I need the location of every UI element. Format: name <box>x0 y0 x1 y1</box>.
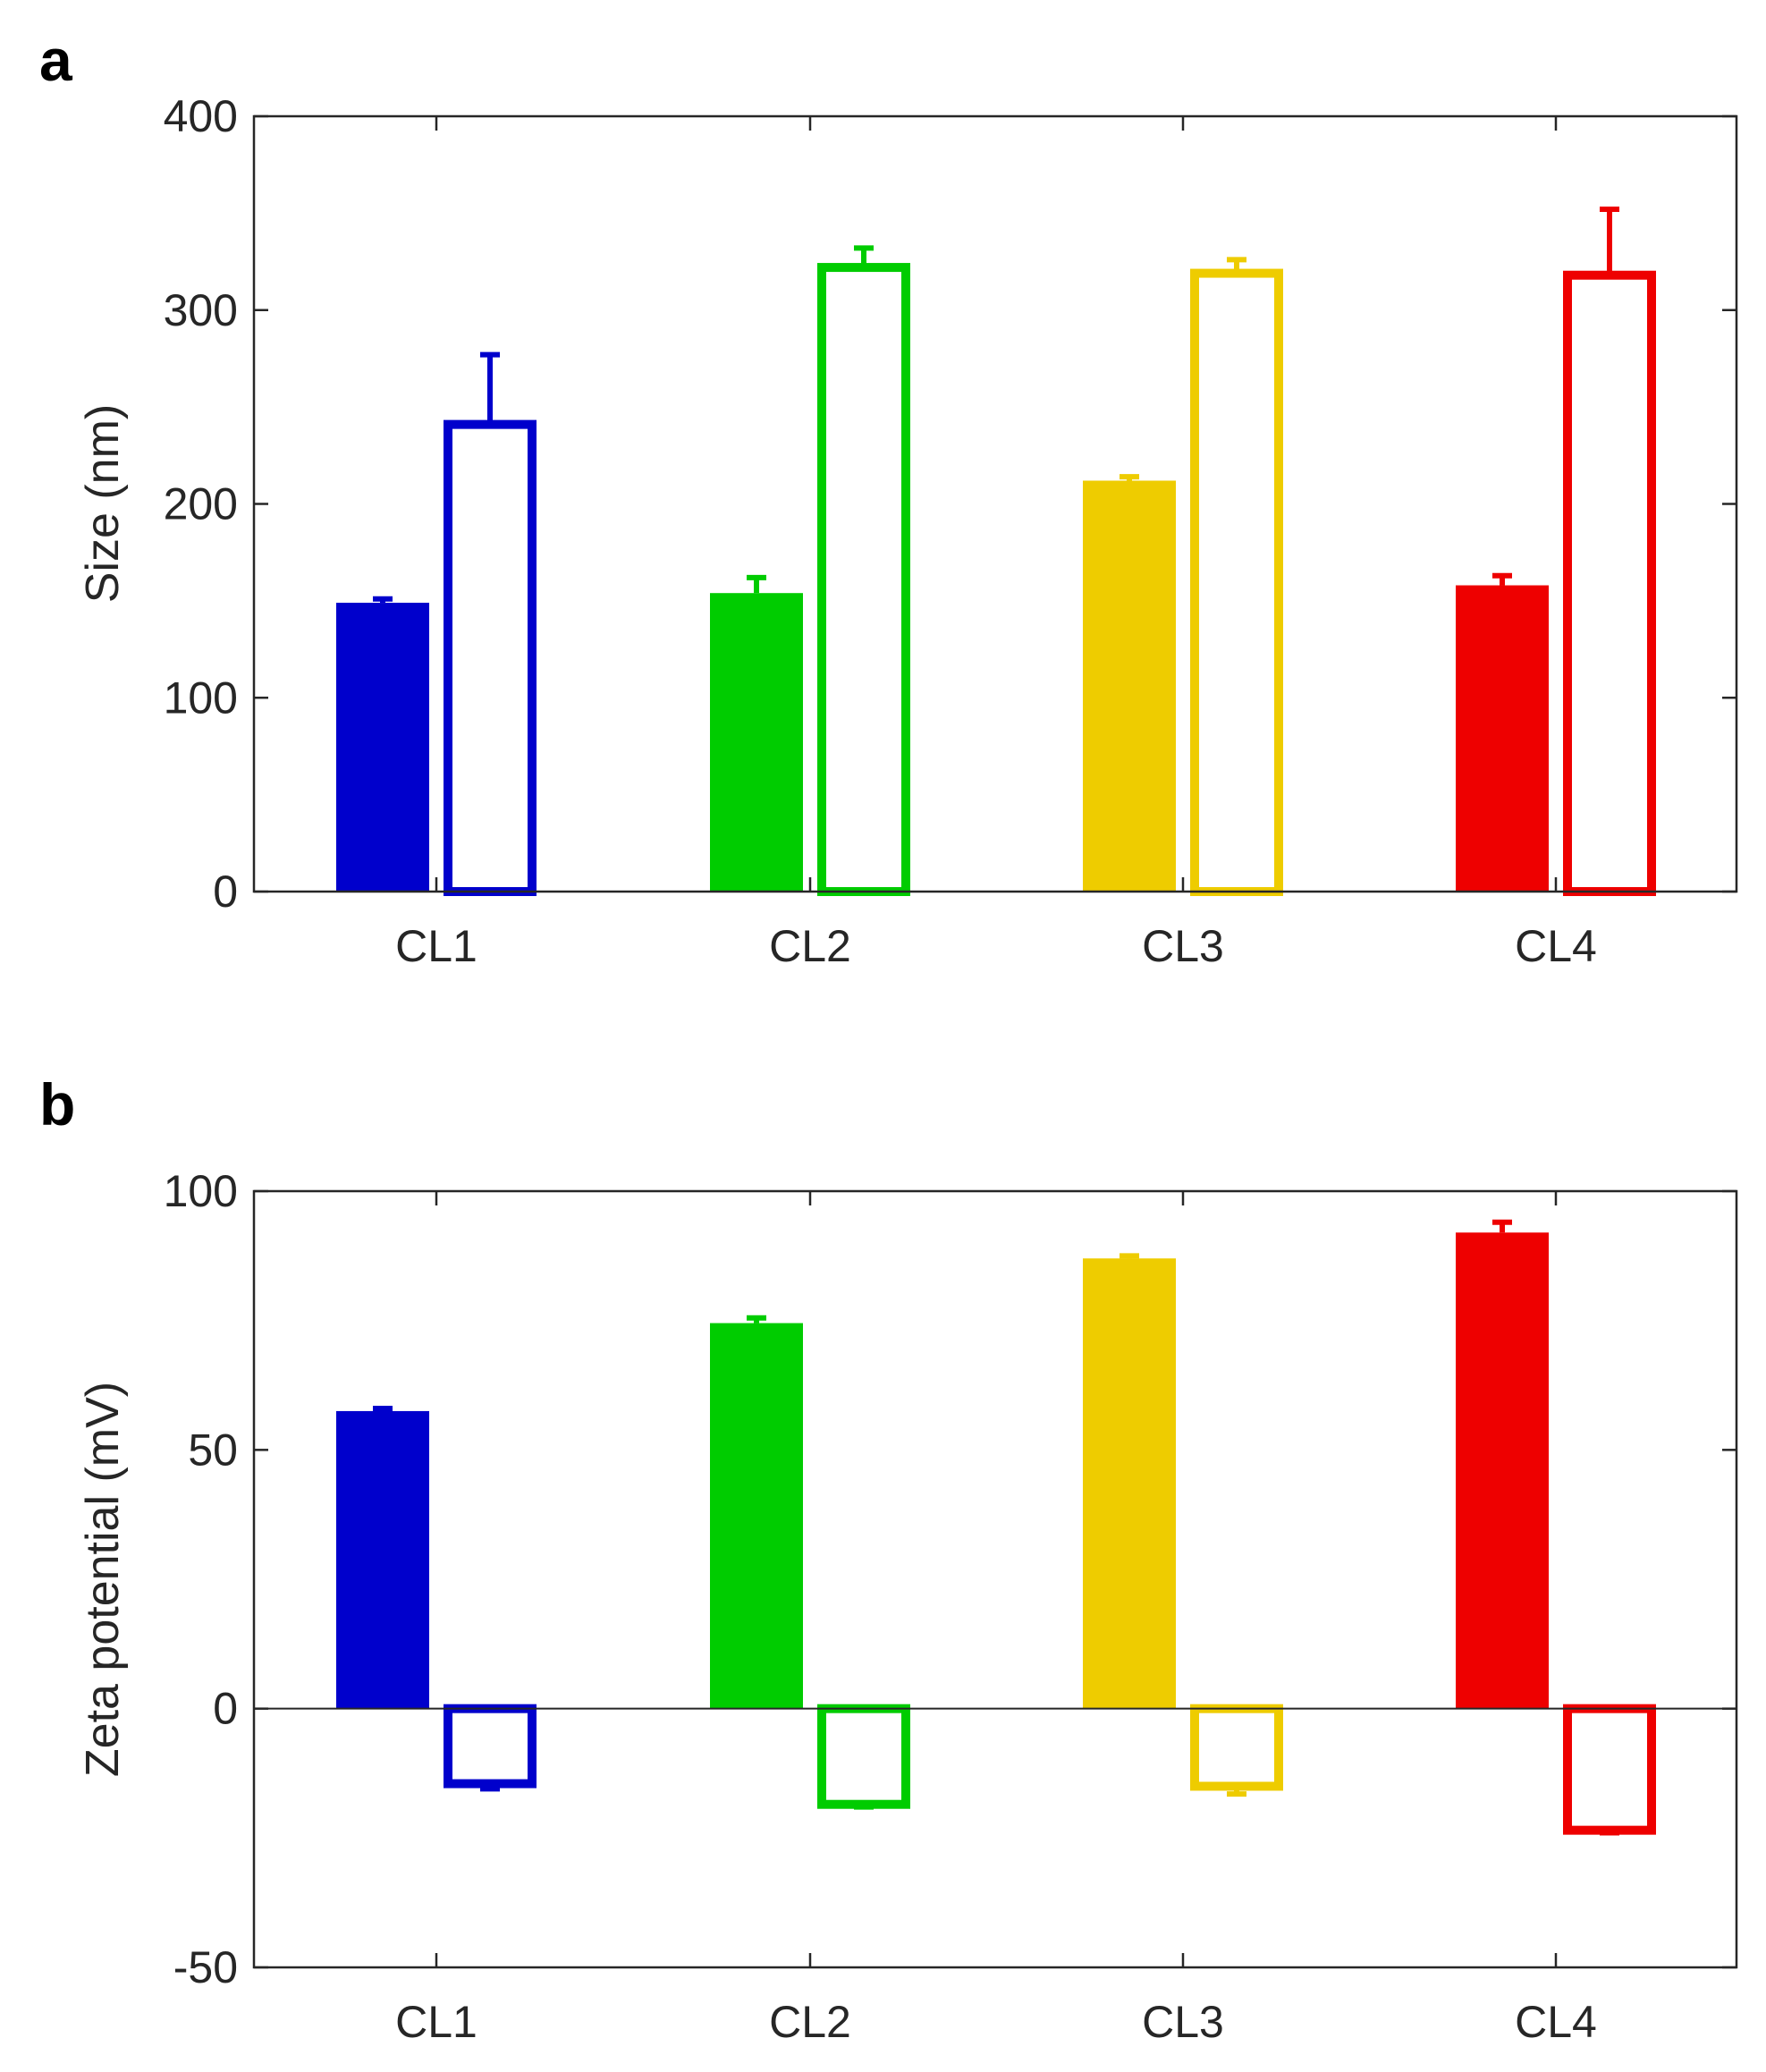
chart-b-y-tick-label: 100 <box>164 1166 238 1216</box>
chart-b-y-tick-label: 50 <box>188 1425 238 1475</box>
chart-a-y-tick-label: 100 <box>164 672 238 723</box>
chart-a-x-tick-label-cl1: CL1 <box>395 921 477 971</box>
chart-b-y-tick-label: -50 <box>173 1942 238 1992</box>
chart-b-open-bar-cl4 <box>1563 1704 1656 1835</box>
chart-b-y-axis-label: Zeta potential (mV) <box>77 1382 129 1777</box>
chart-b-x-tick-label-cl1: CL1 <box>395 1997 477 2047</box>
chart-b-ticks: -50 0 50 100 CL1 CL2 CL3 CL4 <box>164 1166 1736 2047</box>
chart-panel-a: a 0 100 200 300 400 CL1 CL2 CL3 CL4 Size (nm) <box>39 27 1738 971</box>
chart-a-y-tick-label: 200 <box>164 479 238 529</box>
chart-a-open-bar-cl1 <box>444 419 537 896</box>
chart-b-filled-bar-cl1 <box>336 1410 429 1709</box>
chart-a-y-axis-label: Size (nm) <box>77 404 129 603</box>
chart-b-open-bar-cl3 <box>1190 1704 1283 1791</box>
chart-a-filled-bar-cl3 <box>1083 480 1176 892</box>
chart-b-y-tick-label: 0 <box>213 1684 238 1734</box>
chart-b-open-bar-cl2 <box>817 1704 910 1809</box>
chart-b-filled-bar-cl3 <box>1083 1258 1176 1709</box>
chart-panel-b: b -50 0 50 100 CL1 CL2 CL3 CL4 Zeta potential (… <box>39 1071 1738 2047</box>
chart-a-filled-bar-cl4 <box>1456 585 1549 892</box>
chart-b-marks <box>336 1219 1656 1836</box>
chart-b-filled-bar-cl2 <box>710 1323 803 1709</box>
panel-letter-a: a <box>39 27 73 93</box>
chart-b-x-tick-label-cl2: CL2 <box>769 1997 851 2047</box>
chart-b-axes-box <box>252 1189 1738 1969</box>
chart-a-x-tick-label-cl3: CL3 <box>1142 921 1224 971</box>
chart-a-open-bar-cl4 <box>1563 270 1656 896</box>
chart-a-y-tick-label: 400 <box>164 91 238 141</box>
chart-b-open-bar-cl1 <box>444 1704 537 1789</box>
chart-a-open-bar-cl3 <box>1190 268 1283 896</box>
chart-b-filled-bar-cl4 <box>1456 1232 1549 1709</box>
chart-a-y-tick-label: 300 <box>164 285 238 335</box>
chart-b-x-tick-label-cl3: CL3 <box>1142 1997 1224 2047</box>
chart-a-x-tick-label-cl4: CL4 <box>1515 921 1597 971</box>
chart-a-y-tick-label: 0 <box>213 867 238 917</box>
chart-a-open-bar-cl2 <box>817 263 910 896</box>
chart-a-ticks: 0 100 200 300 400 CL1 CL2 CL3 CL4 <box>164 91 1736 971</box>
chart-a-filled-bar-cl1 <box>336 603 429 892</box>
chart-a-filled-bar-cl2 <box>710 593 803 892</box>
chart-a-x-tick-label-cl2: CL2 <box>769 921 851 971</box>
panel-letter-b: b <box>39 1071 75 1137</box>
chart-a-marks <box>336 207 1656 896</box>
chart-b-x-tick-label-cl4: CL4 <box>1515 1997 1597 2047</box>
